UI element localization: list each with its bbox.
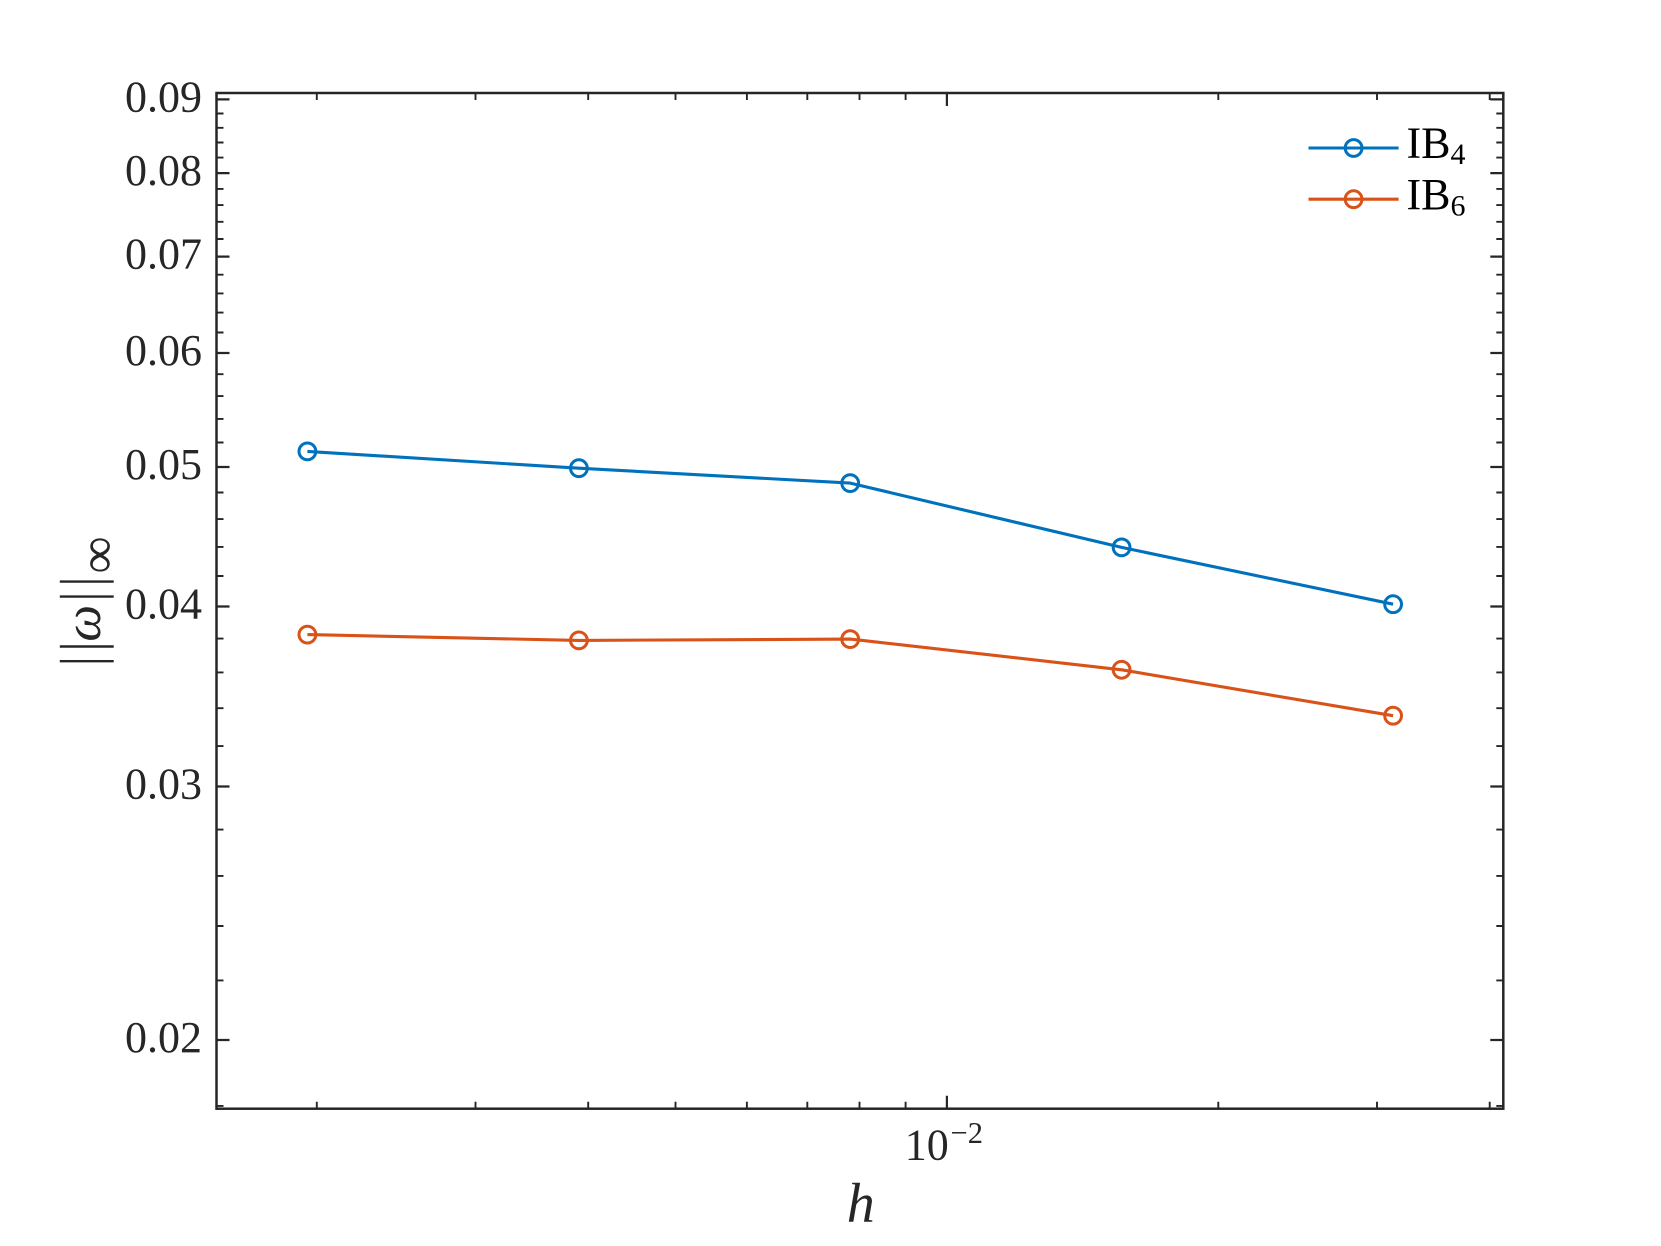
svg-text:0.07: 0.07 <box>125 230 202 279</box>
svg-text:IB4: IB4 <box>1407 119 1466 171</box>
svg-text:0.03: 0.03 <box>125 760 202 809</box>
svg-text:ω: ω <box>55 605 112 642</box>
svg-text:h: h <box>847 1173 875 1235</box>
svg-text:0.02: 0.02 <box>125 1013 202 1062</box>
svg-text:∞: ∞ <box>70 536 127 573</box>
svg-text:0.06: 0.06 <box>125 326 202 375</box>
svg-text:−2: −2 <box>951 1116 983 1150</box>
svg-text:0.09: 0.09 <box>125 73 202 122</box>
svg-text:10: 10 <box>905 1120 949 1169</box>
svg-text:0.05: 0.05 <box>125 440 202 489</box>
svg-text:0.04: 0.04 <box>125 580 202 629</box>
svg-text:0.08: 0.08 <box>125 146 202 195</box>
